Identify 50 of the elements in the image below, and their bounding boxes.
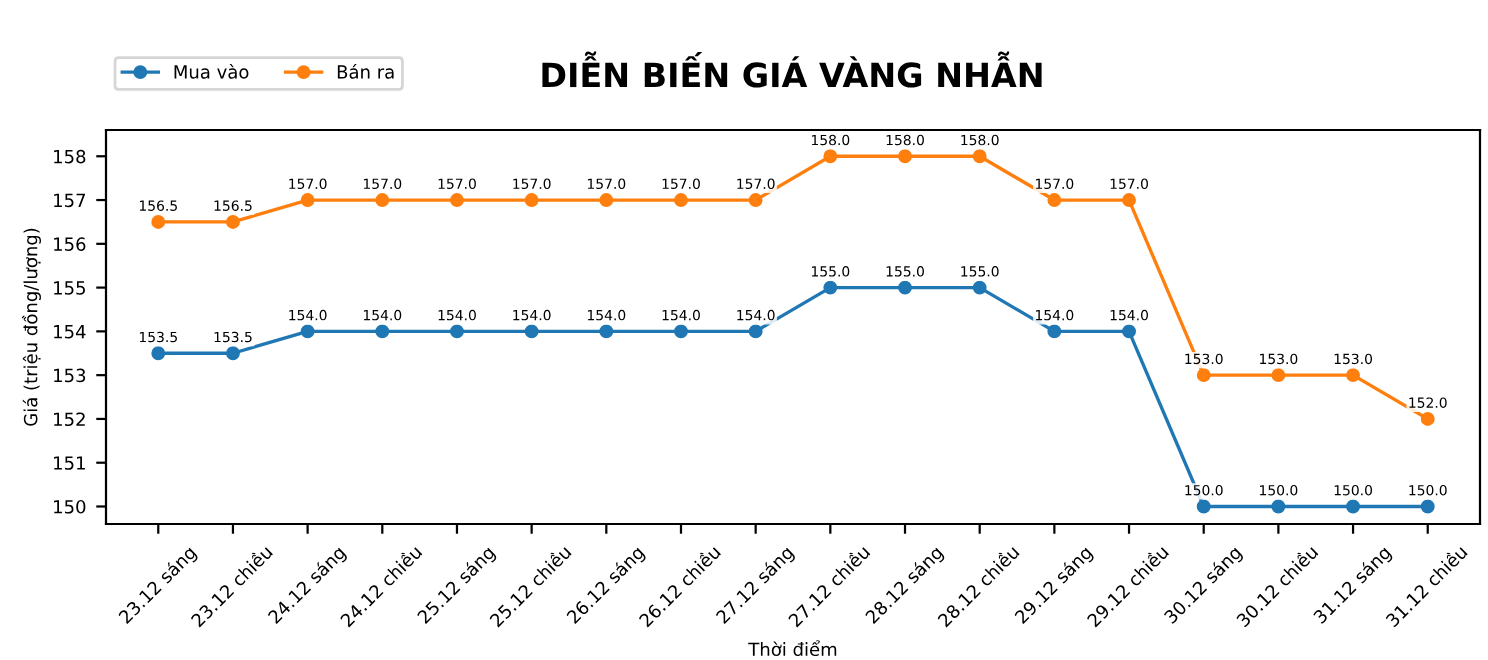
- y-tick-label: 155: [54, 281, 85, 295]
- y-tick-label: 151: [54, 456, 85, 470]
- y-tick-label: 154: [54, 325, 86, 339]
- point: [1346, 499, 1360, 514]
- point: [450, 324, 464, 339]
- point: [375, 324, 390, 339]
- point: [823, 280, 838, 295]
- x-axis-title: Thời điểm: [748, 640, 837, 657]
- point: [1271, 499, 1286, 514]
- point: [674, 324, 688, 339]
- chart-title: DIỄN BIẾN GIÁ VÀNG NHẪN: [542, 51, 1042, 88]
- point: [1047, 324, 1062, 339]
- y-tick-label: 156: [54, 237, 86, 251]
- y-tick-label: 153: [54, 368, 86, 383]
- y-tick-label: 157: [54, 193, 86, 208]
- point: [524, 324, 539, 339]
- point: [972, 149, 987, 164]
- point: [151, 346, 166, 361]
- point: [450, 193, 464, 207]
- point: [972, 280, 987, 295]
- legend-label: Mua vào: [174, 64, 249, 79]
- point: [1420, 499, 1435, 514]
- point: [375, 193, 390, 207]
- point: [226, 214, 240, 229]
- point: [300, 193, 315, 207]
- y-tick-label: 150: [54, 499, 86, 514]
- point: [748, 324, 763, 339]
- y-tick-label: 158: [54, 149, 86, 164]
- point: [300, 324, 315, 339]
- point: [226, 346, 240, 361]
- point: [674, 193, 688, 207]
- point: [1047, 193, 1062, 207]
- point: [1122, 324, 1136, 339]
- point: [1196, 368, 1211, 383]
- point: [1196, 499, 1211, 514]
- point: [823, 149, 838, 164]
- point: [898, 280, 912, 295]
- y-axis-title: Giá (triệu đồng/lượng): [21, 228, 41, 426]
- point: [151, 214, 166, 229]
- point: [748, 193, 763, 207]
- point: [599, 193, 614, 207]
- point: [1346, 368, 1360, 383]
- legend-label: Bán ra: [337, 64, 394, 79]
- point: [1271, 368, 1286, 383]
- point: [599, 324, 614, 339]
- point: [898, 149, 912, 164]
- point: [1122, 193, 1136, 207]
- point: [1420, 411, 1435, 426]
- y-tick-label: 152: [54, 412, 85, 427]
- point: [524, 193, 539, 207]
